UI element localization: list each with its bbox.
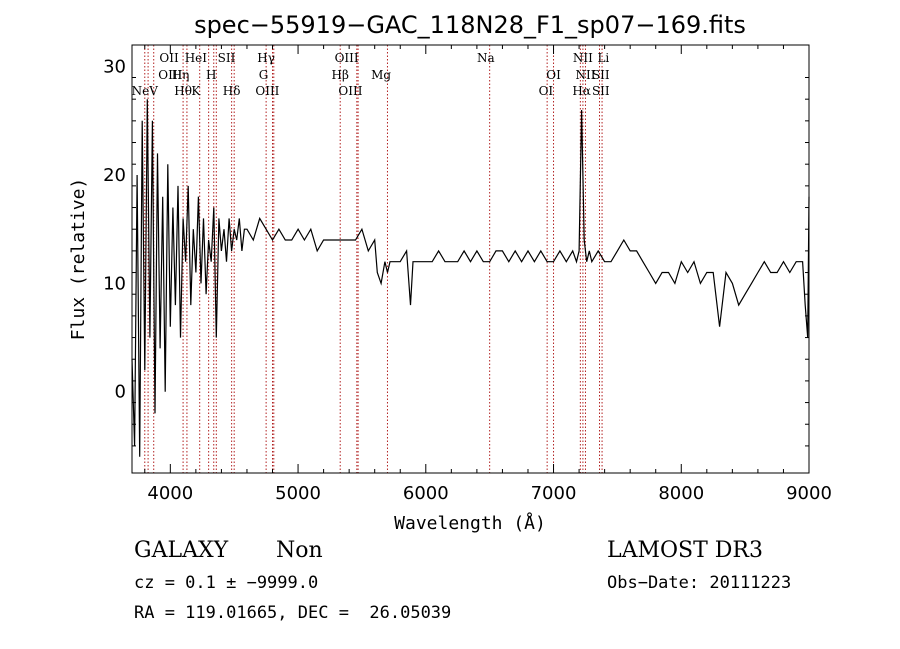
x-axis: 4000 5000 6000 7000 8000 9000 bbox=[144, 45, 832, 504]
emission-line-label: SII bbox=[218, 51, 236, 65]
x-tick-label: 7000 bbox=[531, 483, 577, 504]
y-axis: 0 10 20 30 bbox=[103, 57, 809, 447]
x-tick-label: 9000 bbox=[786, 483, 832, 504]
x-tick-label: 6000 bbox=[403, 483, 449, 504]
emission-line-label: NII bbox=[573, 51, 593, 65]
object-class: GALAXY bbox=[134, 538, 229, 563]
plot-frame bbox=[131, 44, 810, 474]
emission-line-label: NeV bbox=[132, 84, 159, 98]
emission-line-label: HeI bbox=[185, 51, 208, 65]
y-tick-label: 10 bbox=[103, 273, 126, 294]
emission-line-label: OI bbox=[546, 68, 561, 82]
x-tick-label: 4000 bbox=[147, 483, 193, 504]
emission-line-label: OIII bbox=[158, 68, 182, 82]
emission-line-label: OIII bbox=[255, 84, 279, 98]
emission-line-label: OI bbox=[539, 84, 554, 98]
emission-line-label: OIII bbox=[335, 51, 359, 65]
y-tick-label: 30 bbox=[103, 57, 126, 78]
redshift-text: cz = 0.1 ± −9999.0 bbox=[134, 573, 319, 593]
emission-line-label: Hδ bbox=[223, 84, 241, 98]
y-tick-label: 0 bbox=[115, 382, 126, 403]
coordinates-text: RA = 119.01665, DEC = 26.05039 bbox=[134, 603, 452, 623]
emission-line-label: G bbox=[259, 68, 269, 82]
emission-line-label: OIII bbox=[338, 84, 362, 98]
emission-line-label: Hα bbox=[572, 84, 591, 98]
y-axis-label: Flux (relative) bbox=[68, 178, 89, 341]
emission-line-label: Hθ bbox=[174, 84, 192, 98]
x-tick-label: 5000 bbox=[275, 483, 321, 504]
emission-line-label: OII bbox=[159, 51, 179, 65]
emission-line-label: NII bbox=[575, 68, 595, 82]
emission-line-markers bbox=[144, 45, 603, 473]
y-tick-label: 20 bbox=[103, 165, 126, 186]
x-axis-label: Wavelength (Å) bbox=[394, 512, 546, 534]
emission-line-label: Li bbox=[597, 51, 609, 65]
object-subclass: Non bbox=[276, 538, 323, 563]
x-tick-label: 8000 bbox=[658, 483, 704, 504]
emission-line-label: H bbox=[206, 68, 216, 82]
chart-title: spec−55919−GAC_118N28_F1_sp07−169.fits bbox=[194, 11, 746, 39]
emission-line-label: Hβ bbox=[332, 68, 349, 82]
emission-line-label: Hη bbox=[172, 68, 190, 82]
obs-date-text: Obs−Date: 20111223 bbox=[607, 573, 792, 593]
emission-line-label: Na bbox=[477, 51, 495, 65]
emission-line-label: Hγ bbox=[257, 51, 275, 65]
survey-name: LAMOST DR3 bbox=[607, 538, 763, 563]
emission-line-label: K bbox=[191, 84, 201, 98]
spectrum-chart: spec−55919−GAC_118N28_F1_sp07−169.fits N… bbox=[68, 11, 832, 534]
emission-line-label: Mg bbox=[371, 68, 391, 82]
emission-line-label: SII bbox=[592, 84, 610, 98]
emission-line-label: SII bbox=[592, 68, 610, 82]
spectrum-line bbox=[131, 99, 810, 457]
emission-line-labels: NeVOIIOIIIHηHθHeIKHSIIHδHγGOIIIOIIIHβOII… bbox=[132, 51, 610, 98]
